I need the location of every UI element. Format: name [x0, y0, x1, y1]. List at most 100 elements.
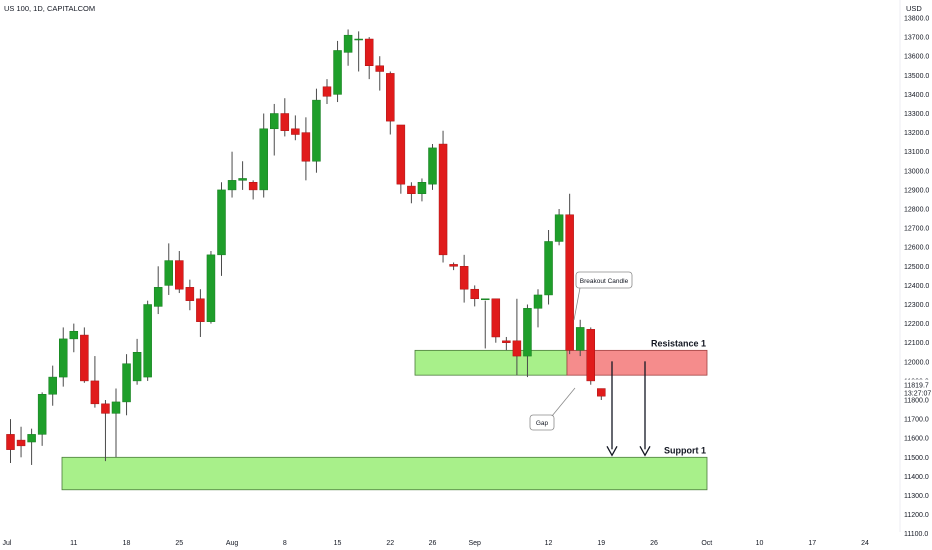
- candle: [196, 289, 205, 337]
- candle: [153, 266, 163, 315]
- y-tick-label: 13300.0: [904, 111, 929, 118]
- candle: [301, 117, 311, 181]
- down-arrow-head-2: [639, 445, 651, 457]
- candle-body-up: [333, 50, 342, 95]
- y-tick-label: 13200.0: [904, 130, 929, 137]
- down-arrow-head-1: [606, 445, 618, 457]
- y-tick-label: 12900.0: [904, 187, 929, 194]
- candle: [16, 426, 26, 458]
- x-axis[interactable]: Jul 11 18 25 Aug 8 15 22 26 Sep 12 19 26 Oct 10 17 24: [3, 540, 870, 547]
- candle-body-up: [217, 189, 226, 256]
- candle-body-up: [59, 338, 68, 378]
- y-tick-label: 12600.0: [904, 245, 929, 252]
- candle-body-down: [280, 113, 290, 131]
- candle: [322, 79, 332, 104]
- candle: [280, 98, 290, 137]
- candle-body-down: [248, 182, 258, 191]
- candle-body-down: [586, 329, 595, 382]
- candle: [544, 230, 553, 305]
- candle: [396, 124, 406, 194]
- candle: [354, 31, 363, 72]
- candle: [69, 323, 79, 353]
- candle: [132, 338, 142, 385]
- candle: [259, 113, 268, 198]
- candle-body-down: [565, 214, 574, 351]
- candle: [502, 336, 511, 351]
- candle: [143, 300, 152, 381]
- x-tick-label: 8: [283, 540, 287, 547]
- candle-body-up: [69, 330, 79, 340]
- breakout-candle-callout: [575, 271, 633, 289]
- candle-body-down: [291, 128, 300, 135]
- candle-body-up: [238, 178, 247, 181]
- currency-label: USD: [906, 4, 922, 13]
- candle: [312, 88, 321, 173]
- candle: [59, 327, 68, 387]
- y-tick-label: 11700.0: [904, 417, 929, 424]
- resistance-label: Resistance 1: [651, 338, 706, 348]
- candle-body-up: [227, 180, 237, 191]
- candle-body-down: [512, 340, 522, 357]
- y-tick-label: 13400.0: [904, 92, 929, 99]
- candle: [343, 29, 353, 66]
- x-tick-label: 11: [70, 540, 77, 547]
- candle-body-down: [502, 340, 511, 343]
- y-tick-label: 11200.0: [904, 512, 929, 519]
- current-price-countdown: 13:27:07: [904, 391, 931, 398]
- support-zone: [61, 456, 708, 491]
- candle: [185, 279, 195, 311]
- candle: [459, 254, 469, 303]
- candle: [248, 180, 258, 200]
- y-tick-label: 13100.0: [904, 149, 929, 156]
- candle-body-down: [322, 86, 332, 97]
- x-tick-label: 25: [175, 540, 183, 547]
- candle: [217, 182, 226, 276]
- x-tick-label: 26: [429, 540, 437, 547]
- candle: [375, 56, 384, 91]
- candle: [491, 298, 501, 343]
- candle: [175, 251, 184, 294]
- candle-body-up: [259, 128, 268, 191]
- candle-body-down: [470, 288, 479, 300]
- y-tick-label: 12200.0: [904, 321, 929, 328]
- candle-body-down: [185, 287, 195, 301]
- candle-body-up: [417, 182, 427, 194]
- candle-body-up: [122, 363, 131, 403]
- candle: [586, 327, 595, 385]
- candle: [90, 356, 100, 408]
- candle-body-down: [6, 434, 15, 450]
- x-tick-label: 10: [756, 540, 764, 547]
- y-tick-label: 12800.0: [904, 207, 929, 214]
- x-tick-label: 24: [861, 540, 869, 547]
- candle: [227, 151, 237, 198]
- candle: [333, 40, 342, 103]
- candle-body-down: [375, 65, 384, 72]
- candle-body-up: [164, 260, 173, 286]
- candle-body-down: [449, 264, 458, 267]
- candle: [481, 298, 490, 349]
- candle-body-up: [270, 113, 279, 130]
- y-tick-label: 11100.0: [904, 531, 928, 538]
- y-tick-label: 12700.0: [904, 226, 929, 233]
- support-label: Support 1: [664, 445, 706, 455]
- gap-label: Gap: [536, 420, 549, 427]
- current-price-value: 11819.7: [904, 383, 929, 390]
- candle-body-up: [354, 38, 363, 41]
- y-axis[interactable]: 13800.0 13700.0 13600.0 13500.0 13400.0 13300…: [899, 0, 929, 538]
- candle: [565, 193, 574, 355]
- gap-callout-pointer: [551, 387, 576, 417]
- x-tick-label: Aug: [226, 540, 239, 547]
- resistance-zone-green: [414, 349, 568, 376]
- x-tick-label: 12: [545, 540, 553, 547]
- candle: [438, 130, 448, 263]
- candle-body-down: [491, 298, 501, 338]
- candle-body-down: [597, 388, 606, 397]
- candle-body-down: [101, 403, 110, 414]
- candle-body-up: [206, 254, 216, 322]
- candle: [428, 144, 437, 190]
- candle: [291, 115, 300, 141]
- candle: [238, 161, 247, 190]
- x-tick-label: Oct: [701, 540, 712, 547]
- candle-body-down: [438, 143, 448, 256]
